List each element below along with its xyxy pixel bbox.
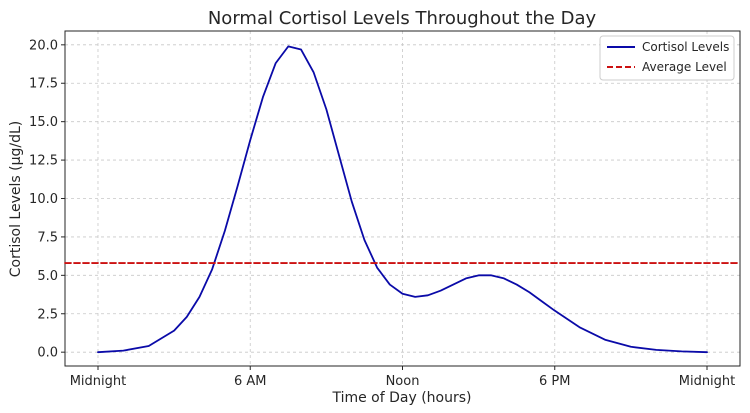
x-axis-ticks: Midnight 6 AM Noon 6 PM Midnight <box>70 366 736 389</box>
legend-label-cortisol: Cortisol Levels <box>642 40 729 54</box>
y-tick-label-7: 17.5 <box>29 77 58 92</box>
x-tick-label-0: Midnight <box>70 374 127 389</box>
y-tick-label-2: 5.0 <box>37 269 58 284</box>
x-tick-label-1: 6 AM <box>234 374 267 389</box>
y-tick-label-1: 2.5 <box>37 307 58 322</box>
y-tick-label-3: 7.5 <box>37 230 58 245</box>
y-tick-label-4: 10.0 <box>29 192 58 207</box>
series-layer <box>64 45 741 354</box>
y-tick-label-6: 15.0 <box>29 115 58 130</box>
x-tick-label-3: 6 PM <box>539 374 570 389</box>
series-line-0 <box>97 45 708 354</box>
x-axis-label: Time of Day (hours) <box>331 390 471 406</box>
y-tick-label-8: 20.0 <box>29 38 58 53</box>
chart-title: Normal Cortisol Levels Throughout the Da… <box>208 8 597 29</box>
y-tick-label-0: 0.0 <box>37 346 58 361</box>
y-axis-ticks: 0.0 2.5 5.0 7.5 10.0 12.5 15.0 17.5 20.0 <box>29 38 65 361</box>
x-tick-label-2: Noon <box>386 374 420 389</box>
y-axis-label: Cortisol Levels (µg/dL) <box>8 121 24 278</box>
legend-label-average: Average Level <box>642 60 727 74</box>
y-tick-label-5: 12.5 <box>29 154 58 169</box>
x-tick-label-4: Midnight <box>679 374 736 389</box>
legend: Cortisol Levels Average Level <box>599 35 735 81</box>
grid <box>65 31 740 366</box>
